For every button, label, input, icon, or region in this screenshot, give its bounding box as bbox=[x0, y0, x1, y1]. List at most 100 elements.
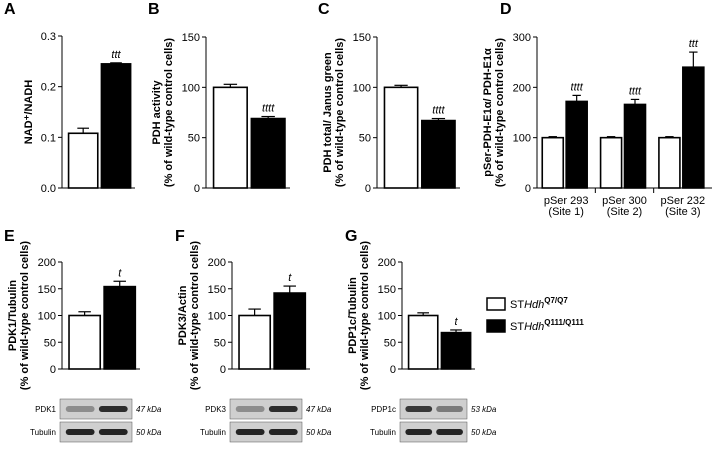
y-axis-label: NAD⁺/NADH bbox=[23, 80, 35, 145]
y-tick-label: 100 bbox=[513, 133, 531, 145]
legend-label: STHdhQ111/Q111 bbox=[510, 318, 584, 333]
legend-gene: Hdh bbox=[524, 299, 544, 311]
significance-label: tttt bbox=[571, 81, 584, 93]
blot-kda: 53 kDa bbox=[471, 405, 497, 414]
significance-label: tttt bbox=[262, 103, 275, 115]
y-axis-label: (% of wild-type control cells) bbox=[359, 241, 371, 390]
blot-band bbox=[268, 429, 298, 435]
y-tick-label: 100 bbox=[38, 311, 56, 323]
y-tick-label: 50 bbox=[188, 133, 200, 145]
y-axis-label: (% of wild-type control cells) bbox=[334, 38, 346, 187]
y-axis-label: (% of wild-type control cells) bbox=[189, 241, 201, 390]
panel-letter: D bbox=[500, 1, 512, 18]
y-tick-label: 0 bbox=[220, 364, 226, 376]
blot-kda: 50 kDa bbox=[306, 428, 332, 437]
blot-band bbox=[436, 429, 463, 435]
blot-row bbox=[229, 398, 303, 420]
legend-genotype: Q111/Q111 bbox=[544, 318, 584, 327]
y-tick-label: 0 bbox=[50, 364, 56, 376]
y-tick-label: 0 bbox=[390, 364, 396, 376]
bar bbox=[67, 132, 99, 189]
bar bbox=[100, 63, 132, 189]
y-tick-label: 200 bbox=[513, 82, 531, 94]
blot-row bbox=[59, 398, 133, 420]
blot-row bbox=[229, 421, 303, 443]
blot-row bbox=[399, 421, 468, 443]
blot-band bbox=[235, 406, 265, 412]
y-tick-label: 200 bbox=[378, 257, 396, 269]
bar bbox=[212, 86, 248, 189]
y-tick-label: 150 bbox=[208, 284, 226, 296]
y-axis-label: pSer-PDH-E1α/ PDH-E1α bbox=[482, 48, 494, 177]
y-tick-label: 0.1 bbox=[41, 132, 56, 144]
significance-label: t bbox=[118, 267, 122, 279]
x-tick-label: (Site 3) bbox=[665, 206, 700, 218]
blot-band bbox=[65, 429, 95, 435]
blot-label: PDP1c bbox=[371, 405, 396, 414]
panel-letter: G bbox=[345, 228, 357, 245]
y-tick-label: 0 bbox=[365, 183, 371, 195]
y-tick-label: 150 bbox=[182, 32, 200, 44]
panel-letter: A bbox=[4, 1, 16, 18]
blot-row bbox=[399, 398, 468, 420]
legend-prefix: ST bbox=[510, 299, 524, 311]
significance-label: tttt bbox=[432, 105, 445, 117]
legend-gene: Hdh bbox=[524, 321, 544, 333]
blot-label: Tubulin bbox=[200, 428, 226, 437]
y-axis-label: PDK3/Actin bbox=[177, 285, 189, 345]
blot-label: PDK3 bbox=[205, 405, 226, 414]
legend-prefix: ST bbox=[510, 321, 524, 333]
y-axis-label: PDH activity bbox=[151, 80, 163, 145]
x-tick-label: pSer 300 bbox=[602, 195, 647, 207]
blot-kda: 50 kDa bbox=[471, 428, 497, 437]
blot-label: Tubulin bbox=[370, 428, 396, 437]
y-tick-label: 100 bbox=[378, 311, 396, 323]
bar bbox=[541, 136, 565, 189]
significance-label: t bbox=[454, 316, 458, 328]
y-tick-label: 200 bbox=[208, 257, 226, 269]
blot-band bbox=[98, 429, 128, 435]
significance-label: ttt bbox=[111, 49, 121, 61]
y-tick-label: 100 bbox=[353, 82, 371, 94]
y-axis-label: PDP1c/Tubulin bbox=[347, 277, 359, 354]
bar bbox=[599, 136, 623, 189]
y-tick-label: 50 bbox=[44, 337, 56, 349]
legend-genotype: Q7/Q7 bbox=[544, 296, 568, 305]
blot-kda: 47 kDa bbox=[306, 405, 332, 414]
blot-row bbox=[59, 421, 133, 443]
bar bbox=[273, 292, 307, 370]
significance-label: tttt bbox=[629, 85, 642, 97]
y-tick-label: 0 bbox=[194, 183, 200, 195]
blot-band bbox=[405, 429, 433, 435]
x-tick-label: (Site 1) bbox=[548, 206, 583, 218]
y-axis-label: PDK1/Tubulin bbox=[7, 280, 19, 352]
y-tick-label: 150 bbox=[353, 32, 371, 44]
bar bbox=[440, 331, 472, 370]
bar bbox=[658, 136, 681, 189]
significance-label: t bbox=[288, 272, 292, 284]
bar bbox=[250, 117, 286, 189]
y-tick-label: 200 bbox=[38, 257, 56, 269]
blot-band bbox=[98, 406, 128, 412]
y-tick-label: 0 bbox=[525, 183, 531, 195]
legend-swatch bbox=[486, 297, 506, 311]
blot-band bbox=[268, 406, 298, 412]
panel-letter: F bbox=[175, 228, 185, 245]
x-tick-label: pSer 293 bbox=[544, 195, 589, 207]
x-tick-label: (Site 2) bbox=[607, 206, 642, 218]
blot-band bbox=[65, 406, 95, 412]
y-tick-label: 300 bbox=[513, 32, 531, 44]
y-tick-label: 50 bbox=[359, 133, 371, 145]
bar bbox=[103, 285, 137, 370]
y-tick-label: 150 bbox=[378, 284, 396, 296]
blot-label: PDK1 bbox=[35, 405, 56, 414]
y-tick-label: 0.3 bbox=[41, 31, 56, 43]
panel-letter: B bbox=[148, 1, 160, 18]
bar bbox=[623, 103, 647, 189]
blot-kda: 47 kDa bbox=[136, 405, 162, 414]
significance-label: ttt bbox=[689, 38, 699, 50]
blot-band bbox=[235, 429, 265, 435]
blot-label: Tubulin bbox=[30, 428, 56, 437]
bar bbox=[565, 100, 588, 189]
y-tick-label: 0.0 bbox=[41, 183, 56, 195]
